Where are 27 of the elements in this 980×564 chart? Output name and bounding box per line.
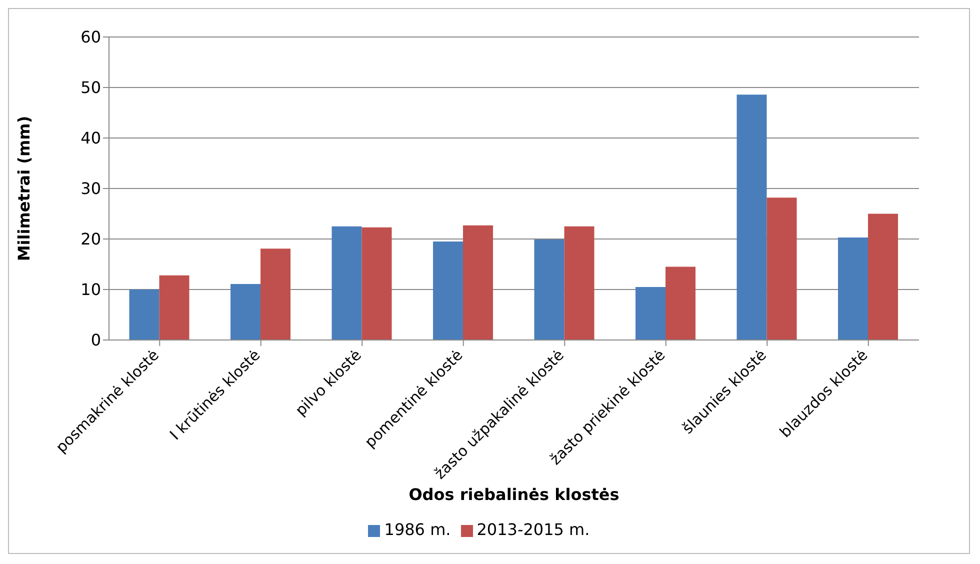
bar xyxy=(332,226,362,340)
bar xyxy=(362,227,392,340)
bar xyxy=(159,275,190,340)
bar xyxy=(534,240,564,340)
bar xyxy=(766,198,797,340)
bar xyxy=(666,266,696,340)
y-tick-label: 40 xyxy=(80,128,101,148)
bar xyxy=(868,214,898,340)
bar xyxy=(564,226,594,340)
bar xyxy=(463,225,493,340)
y-axis-title: Milimetrai (mm) xyxy=(14,116,34,262)
y-tick-label: 0 xyxy=(90,330,101,350)
y-tick-label: 10 xyxy=(80,280,101,300)
legend-label: 2013-2015 m. xyxy=(476,520,590,539)
bar xyxy=(260,248,290,340)
y-tick-label: 30 xyxy=(80,179,101,198)
bar xyxy=(636,286,666,340)
x-axis-title: Odos riebalinės klostės xyxy=(408,485,620,504)
bar xyxy=(838,237,868,340)
bar xyxy=(129,290,160,340)
bar xyxy=(736,94,767,340)
bar xyxy=(433,242,463,340)
bar xyxy=(230,284,260,340)
y-tick-label: 20 xyxy=(80,230,101,249)
y-tick-label: 60 xyxy=(80,28,101,47)
legend-label: 1986 m. xyxy=(384,520,451,539)
y-tick-label: 50 xyxy=(80,78,101,98)
